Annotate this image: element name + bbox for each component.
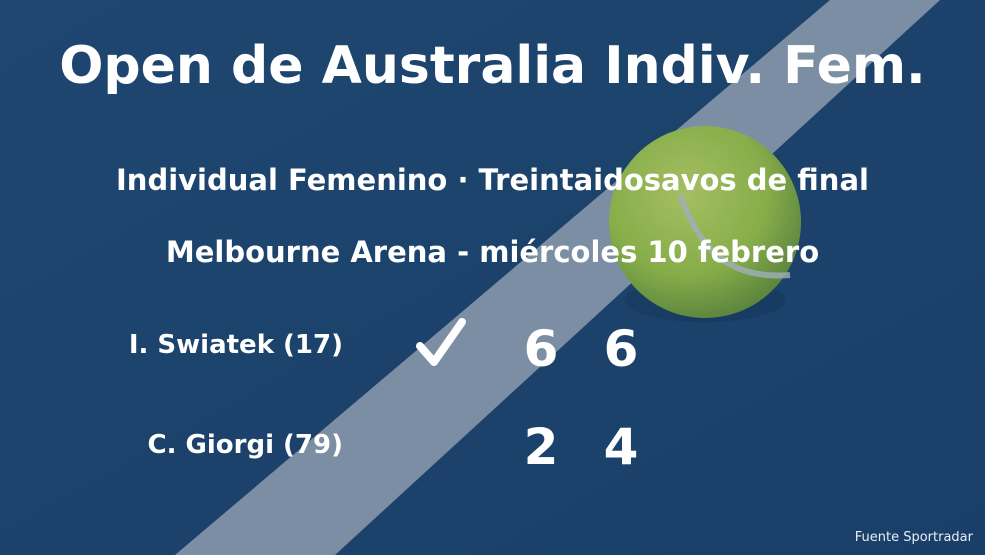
source-credit: Fuente Sportradar xyxy=(854,530,973,545)
player-1-set-2: 6 xyxy=(603,320,639,378)
player-1-set-1: 6 xyxy=(523,320,559,378)
venue-date: Melbourne Arena - miércoles 10 febrero xyxy=(165,235,820,269)
player-2-set-2: 4 xyxy=(603,418,639,476)
player-1-name: I. Swiatek (17) xyxy=(128,330,343,360)
winner-check-icon xyxy=(416,318,466,366)
player-2-name: C. Giorgi (79) xyxy=(147,430,343,460)
round-label: Individual Femenino · Treintaidosavos de… xyxy=(116,163,869,197)
tournament-title: Open de Australia Indiv. Fem. xyxy=(59,36,926,96)
player-2-set-1: 2 xyxy=(523,418,559,476)
